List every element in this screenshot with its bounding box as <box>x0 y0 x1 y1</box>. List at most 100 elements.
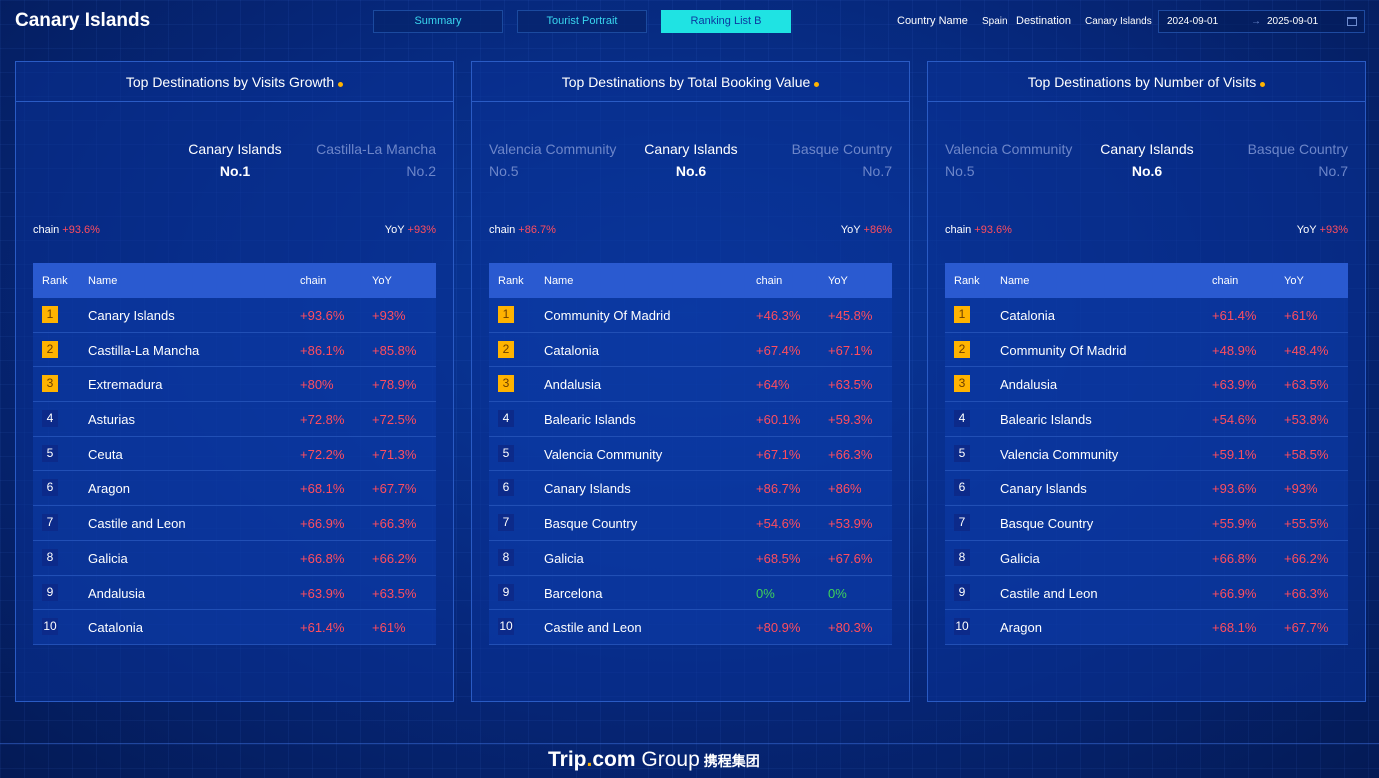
row-yoy: +85.8% <box>372 342 417 358</box>
table-row[interactable]: 1 Canary Islands +93.6% +93% <box>33 298 436 333</box>
row-name: Andalusia <box>544 377 602 393</box>
row-yoy: +53.8% <box>1284 412 1329 428</box>
destination-select[interactable]: Canary Islands <box>1085 16 1152 27</box>
row-chain: +66.8% <box>1212 550 1257 566</box>
chain-label: chain <box>489 224 516 236</box>
date-end[interactable]: 2025-09-01 <box>1267 16 1319 27</box>
table-row[interactable]: 5 Valencia Community +59.1% +58.5% <box>945 436 1348 472</box>
calendar-icon[interactable] <box>1347 17 1357 26</box>
row-chain: +67.1% <box>756 446 801 462</box>
table-row[interactable]: 3 Extremadura +80% +78.9% <box>33 367 436 403</box>
row-yoy: +93% <box>1284 481 1318 497</box>
ranking-table: Rank Name chain YoY 1 Community Of Madrid +46.… <box>489 263 892 645</box>
table-row[interactable]: 10 Catalonia +61.4% +61% <box>33 610 436 645</box>
table-row[interactable]: 5 Valencia Community +67.1% +66.3% <box>489 436 892 472</box>
row-yoy: +93% <box>372 308 406 323</box>
col-chain[interactable]: chain <box>300 275 327 287</box>
table-row[interactable]: 9 Andalusia +63.9% +63.5% <box>33 575 436 611</box>
table-row[interactable]: 8 Galicia +66.8% +66.2% <box>945 540 1348 576</box>
neighbor-rank: No.6 <box>675 163 707 179</box>
rank-badge: 6 <box>498 479 514 497</box>
neighbor-rank: No.5 <box>489 163 519 179</box>
country-select[interactable]: Spain <box>982 16 1008 27</box>
neighbor-name: Castilla-La Mancha <box>316 141 436 157</box>
neighbor-rank: No.7 <box>1318 163 1348 179</box>
table-row[interactable]: 10 Castile and Leon +80.9% +80.3% <box>489 610 892 645</box>
table-row[interactable]: 8 Galicia +68.5% +67.6% <box>489 540 892 576</box>
info-dot-icon[interactable] <box>338 81 344 87</box>
neighbor-rank: No.2 <box>406 163 436 179</box>
row-chain: +61.4% <box>1212 308 1257 323</box>
row-yoy: +66.3% <box>1284 585 1329 601</box>
col-yoy[interactable]: YoY <box>828 275 848 287</box>
table-row[interactable]: 1 Community Of Madrid +46.3% +45.8% <box>489 298 892 333</box>
tab-tourist-portrait[interactable]: Tourist Portrait <box>517 10 647 33</box>
table-row[interactable]: 7 Basque Country +55.9% +55.5% <box>945 506 1348 541</box>
row-yoy: +80.3% <box>828 620 873 636</box>
row-yoy: +59.3% <box>828 412 873 428</box>
row-yoy: +63.5% <box>1284 377 1329 393</box>
row-name: Galicia <box>1000 550 1040 566</box>
neighbor-name: Valencia Community <box>489 141 617 157</box>
col-yoy[interactable]: YoY <box>1284 275 1304 287</box>
table-row[interactable]: 9 Castile and Leon +66.9% +66.3% <box>945 575 1348 611</box>
info-dot-icon[interactable] <box>1260 81 1266 87</box>
row-name: Asturias <box>88 412 135 428</box>
table-row[interactable]: 1 Catalonia +61.4% +61% <box>945 298 1348 333</box>
chain-value: +93.6% <box>974 224 1012 236</box>
table-row[interactable]: 6 Aragon +68.1% +67.7% <box>33 471 436 507</box>
table-row[interactable]: 7 Basque Country +54.6% +53.9% <box>489 506 892 541</box>
chain-label: chain <box>33 224 60 236</box>
rank-badge: 2 <box>498 340 514 358</box>
table-row[interactable]: 8 Galicia +66.8% +66.2% <box>33 540 436 576</box>
table-row[interactable]: 6 Canary Islands +93.6% +93% <box>945 471 1348 507</box>
table-row[interactable]: 6 Canary Islands +86.7% +86% <box>489 471 892 507</box>
row-chain: 0% <box>756 585 775 601</box>
neighbor-name: Basque Country <box>1247 141 1348 157</box>
row-name: Extremadura <box>88 377 163 393</box>
neighbor-name: Valencia Community <box>945 141 1073 157</box>
yoy-label: YoY <box>840 224 861 236</box>
row-chain: +46.3% <box>756 308 801 323</box>
date-start[interactable]: 2024-09-01 <box>1167 16 1219 27</box>
date-range-picker[interactable]: 2024-09-01 → 2025-09-01 <box>1158 10 1365 33</box>
row-chain: +68.1% <box>1212 620 1257 636</box>
rank-badge: 8 <box>954 548 970 566</box>
table-row[interactable]: 2 Castilla-La Mancha +86.1% +85.8% <box>33 332 436 368</box>
row-name: Barcelona <box>544 585 603 601</box>
table-row[interactable]: 2 Catalonia +67.4% +67.1% <box>489 332 892 368</box>
rank-badge: 1 <box>42 306 58 323</box>
table-row[interactable]: 3 Andalusia +64% +63.5% <box>489 367 892 403</box>
row-chain: +63.9% <box>300 585 345 601</box>
chain-metric: chain +86.7% <box>489 224 556 236</box>
tab-ranking-list-b[interactable]: Ranking List B <box>661 10 791 33</box>
table-row[interactable]: 5 Ceuta +72.2% +71.3% <box>33 436 436 472</box>
tab-summary[interactable]: Summary <box>373 10 503 33</box>
rank-badge: 5 <box>498 444 514 462</box>
row-yoy: +71.3% <box>372 446 417 462</box>
table-row[interactable]: 2 Community Of Madrid +48.9% +48.4% <box>945 332 1348 368</box>
row-chain: +66.9% <box>1212 585 1257 601</box>
panel-title: Top Destinations by Visits Growth <box>16 62 453 102</box>
yoy-label: YoY <box>1296 224 1317 236</box>
table-row[interactable]: 4 Asturias +72.8% +72.5% <box>33 402 436 437</box>
row-chain: +64% <box>756 377 790 393</box>
col-yoy[interactable]: YoY <box>372 275 392 287</box>
table-row[interactable]: 4 Balearic Islands +54.6% +53.8% <box>945 402 1348 437</box>
info-dot-icon[interactable] <box>814 81 820 87</box>
table-row[interactable]: 9 Barcelona 0% 0% <box>489 575 892 611</box>
row-chain: +80.9% <box>756 620 801 636</box>
rank-badge: 6 <box>954 479 970 497</box>
chain-metric: chain +93.6% <box>33 224 100 236</box>
table-row[interactable]: 7 Castile and Leon +66.9% +66.3% <box>33 506 436 541</box>
table-row[interactable]: 4 Balearic Islands +60.1% +59.3% <box>489 402 892 437</box>
yoy-metric: YoY +86% <box>841 224 892 236</box>
row-yoy: +61% <box>372 620 406 636</box>
page-title: Canary Islands <box>15 10 151 31</box>
row-name: Basque Country <box>544 516 638 532</box>
table-row[interactable]: 10 Aragon +68.1% +67.7% <box>945 610 1348 645</box>
col-chain[interactable]: chain <box>756 275 783 287</box>
row-yoy: +67.1% <box>828 342 873 358</box>
table-row[interactable]: 3 Andalusia +63.9% +63.5% <box>945 367 1348 403</box>
col-chain[interactable]: chain <box>1212 275 1239 287</box>
